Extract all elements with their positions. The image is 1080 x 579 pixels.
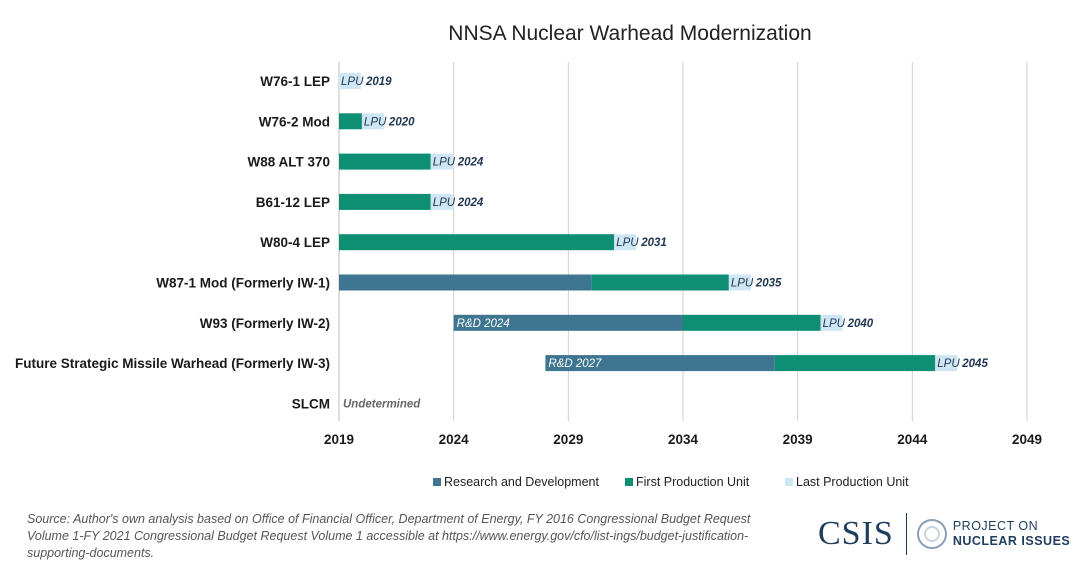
category-label-future-strategic-missile-warhead-formerly-iw-3: Future Strategic Missile Warhead (Former…	[15, 356, 330, 371]
x-tick-label-2049: 2049	[1012, 432, 1042, 447]
legend-swatch-fpu	[625, 478, 633, 486]
bar-fpu-w93-formerly-iw-2	[683, 314, 821, 331]
rd-label-future-strategic-missile-warhead-formerly-iw-3: R&D 2027	[548, 358, 602, 370]
legend-swatch-lpu	[785, 478, 793, 486]
bar-rd-future-strategic-missile-warhead-formerly-iw-3	[545, 355, 775, 372]
bar-fpu-w80-4-lep	[339, 234, 615, 251]
x-tick-label-2029: 2029	[553, 432, 583, 447]
bar-lpu-w76-2-mod	[361, 113, 384, 130]
category-label-w76-1-lep: W76-1 LEP	[260, 74, 330, 89]
bar-rd-w93-formerly-iw-2	[453, 314, 683, 331]
category-label-w87-1-mod-formerly-iw-1: W87-1 Mod (Formerly IW-1)	[156, 276, 330, 291]
logo-divider	[905, 513, 907, 555]
x-axis: 2019 2024 2029 2034 2039 2044 2049	[324, 432, 1042, 447]
x-tick-label-2039: 2039	[783, 432, 813, 447]
bar-fpu-w87-1-mod-formerly-iw-1	[591, 274, 729, 291]
bar-lpu-future-strategic-missile-warhead-formerly-iw-3	[935, 355, 958, 372]
category-label-w93-formerly-iw-2: W93 (Formerly IW-2)	[200, 316, 330, 331]
x-tick-label-2024: 2024	[439, 432, 470, 447]
legend-label-fpu: First Production Unit	[636, 475, 750, 489]
bar-lpu-b61-12-lep	[430, 193, 453, 210]
bar-lpu-w93-formerly-iw-2	[820, 314, 843, 331]
category-label-w88-alt-370: W88 ALT 370	[247, 155, 330, 170]
lpu-year-b61-12-lep: 2024	[457, 197, 484, 209]
legend-swatch-rd	[433, 478, 441, 486]
lpu-year-w93-formerly-iw-2: 2040	[847, 318, 874, 330]
note-slcm: Undetermined	[343, 398, 421, 410]
lpu-year-w87-1-mod-formerly-iw-1: 2035	[755, 278, 782, 290]
pni-logo-text: PROJECT ON NUCLEAR ISSUES	[953, 519, 1070, 549]
category-label-w76-2-mod: W76-2 Mod	[259, 114, 330, 129]
bar-fpu-b61-12-lep	[339, 193, 431, 210]
bar-lpu-w76-1-lep	[339, 73, 361, 89]
legend: Research and Development First Production…	[433, 475, 909, 489]
pni-emblem-icon	[916, 519, 947, 549]
lpu-label-w76-1-lep: LPU	[341, 76, 364, 88]
lpu-label-w87-1-mod-formerly-iw-1: LPU	[731, 278, 754, 290]
bar-fpu-w76-2-mod	[339, 113, 362, 130]
source-note: Source: Author's own analysis based on O…	[27, 512, 751, 560]
rd-label-w93-formerly-iw-2: R&D 2024	[457, 318, 510, 330]
lpu-label-future-strategic-missile-warhead-formerly-iw-3: LPU	[937, 358, 960, 370]
lpu-label-w80-4-lep: LPU	[616, 237, 639, 249]
lpu-label-b61-12-lep: LPU	[433, 197, 456, 209]
bar-lpu-w80-4-lep	[614, 234, 637, 251]
category-label-w80-4-lep: W80-4 LEP	[260, 235, 330, 250]
csis-pni-logo: CSIS PROJECT ON NUCLEAR ISSUES	[818, 509, 1070, 559]
chart-title: NNSA Nuclear Warhead Modernization	[448, 22, 811, 45]
lpu-year-w80-4-lep: 2031	[640, 237, 667, 249]
bar-fpu-w88-alt-370	[339, 153, 431, 170]
x-tick-label-2019: 2019	[324, 432, 354, 447]
pni-line-2: NUCLEAR ISSUES	[952, 534, 1071, 548]
legend-label-lpu: Last Production Unit	[796, 475, 909, 489]
x-tick-label-2044: 2044	[897, 432, 928, 447]
lpu-year-w88-alt-370: 2024	[457, 157, 484, 169]
lpu-year-future-strategic-missile-warhead-formerly-iw-3: 2045	[961, 358, 988, 370]
lpu-label-w93-formerly-iw-2: LPU	[823, 318, 846, 330]
category-labels: W76-1 LEP W76-2 Mod W88 ALT 370 B61-12 LEP W…	[15, 74, 330, 411]
lpu-year-w76-1-lep: 2019	[365, 76, 392, 88]
legend-label-rd: Research and Development	[444, 475, 599, 489]
bar-fpu-future-strategic-missile-warhead-formerly-iw-3	[774, 355, 936, 372]
lpu-year-w76-2-mod: 2020	[388, 116, 415, 128]
pni-line-1: PROJECT ON	[952, 519, 1039, 533]
category-label-slcm: SLCM	[292, 396, 330, 411]
csis-logo-text: CSIS	[818, 515, 894, 552]
lpu-label-w76-2-mod: LPU	[364, 116, 387, 128]
bar-rd-w87-1-mod-formerly-iw-1	[339, 274, 592, 291]
bar-lpu-w87-1-mod-formerly-iw-1	[728, 274, 751, 291]
category-label-b61-12-lep: B61-12 LEP	[256, 195, 330, 210]
bar-lpu-w88-alt-370	[430, 153, 453, 170]
lpu-label-w88-alt-370: LPU	[433, 157, 456, 169]
x-tick-label-2034: 2034	[668, 432, 699, 447]
